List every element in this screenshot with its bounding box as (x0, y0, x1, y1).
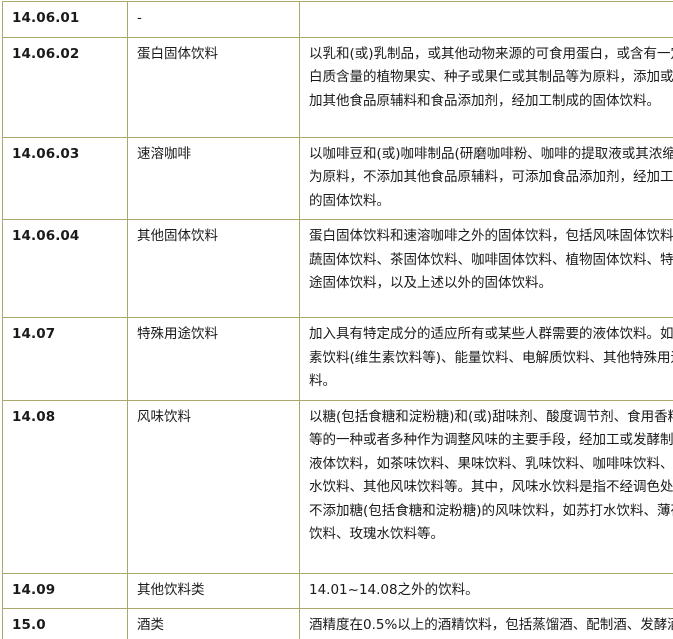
row-name-cell: 其他饮料类 (127, 572, 300, 609)
row-description-cell: 以乳和(或)乳制品，或其他动物来源的可食用蛋白，或含有一定蛋白质含量的植物果实、… (299, 36, 673, 138)
row-code-text: 14.09 (12, 581, 56, 598)
row-name-text: 速溶咖啡 (137, 145, 191, 162)
row-name-cell: 蛋白固体饮料 (127, 36, 300, 138)
row-code-text: 14.07 (12, 326, 56, 342)
row-description-cell (299, 1, 673, 38)
row-description-text: 以糖(包括食糖和淀粉糖)和(或)甜味剂、酸度调节剂、食用香精(料)等的一种或者多… (309, 408, 673, 543)
row-name-text: - (137, 10, 142, 26)
row-name-text: 特殊用途饮料 (137, 326, 218, 342)
row-code-cell: 14.06.02 (2, 36, 128, 138)
row-name-text: 其他固体饮料 (137, 228, 218, 244)
row-code-cell: 14.09 (2, 572, 128, 609)
table-row: 14.06.02 蛋白固体饮料 以乳和(或)乳制品，或其他动物来源的可食用蛋白，… (2, 36, 673, 138)
row-code-cell: 14.06.03 (2, 136, 128, 220)
row-name-cell: 速溶咖啡 (127, 136, 300, 220)
row-code-text: 14.06.02 (12, 45, 80, 62)
row-code-cell: 14.07 (2, 317, 128, 401)
row-description-cell: 以咖啡豆和(或)咖啡制品(研磨咖啡粉、咖啡的提取液或其浓缩液)为原料，不添加其他… (299, 136, 673, 220)
row-name-text: 酒类 (137, 617, 164, 633)
row-description-text: 酒精度在0.5%以上的酒精饮料，包括蒸馏酒、配制酒、发酵酒。 (309, 617, 673, 633)
row-name-cell: - (127, 1, 300, 38)
row-name-cell: 特殊用途饮料 (127, 317, 300, 401)
table-row: 14.06.04 其他固体饮料 蛋白固体饮料和速溶咖啡之外的固体饮料，包括风味固… (2, 219, 673, 318)
table-row: 15.0 酒类 酒精度在0.5%以上的酒精饮料，包括蒸馏酒、配制酒、发酵酒。 (2, 608, 673, 639)
row-code-cell: 14.08 (2, 399, 128, 574)
row-code-text: 14.06.04 (12, 228, 80, 244)
table-row: 14.06.03 速溶咖啡 以咖啡豆和(或)咖啡制品(研磨咖啡粉、咖啡的提取液或… (2, 136, 673, 220)
row-name-cell: 其他固体饮料 (127, 219, 300, 318)
row-description-text: 蛋白固体饮料和速溶咖啡之外的固体饮料，包括风味固体饮料、果蔬固体饮料、茶固体饮料… (309, 228, 673, 291)
row-name-cell: 风味饮料 (127, 399, 300, 574)
table-row: 14.06.01 - (2, 1, 673, 38)
row-code-cell: 15.0 (2, 608, 128, 639)
row-code-cell: 14.06.04 (2, 219, 128, 318)
table-row: 14.07 特殊用途饮料 加入具有特定成分的适应所有或某些人群需要的液体饮料。如… (2, 317, 673, 401)
row-description-cell: 14.01~14.08之外的饮料。 (299, 572, 673, 609)
row-description-text: 以乳和(或)乳制品，或其他动物来源的可食用蛋白，或含有一定蛋白质含量的植物果实、… (309, 45, 673, 109)
row-description-cell: 以糖(包括食糖和淀粉糖)和(或)甜味剂、酸度调节剂、食用香精(料)等的一种或者多… (299, 399, 673, 574)
row-code-cell: 14.06.01 (2, 1, 128, 38)
row-description-cell: 酒精度在0.5%以上的酒精饮料，包括蒸馏酒、配制酒、发酵酒。 (299, 608, 673, 639)
row-code-text: 14.06.01 (12, 10, 80, 26)
row-description-text: 以咖啡豆和(或)咖啡制品(研磨咖啡粉、咖啡的提取液或其浓缩液)为原料，不添加其他… (309, 145, 673, 209)
row-description-text: 14.01~14.08之外的饮料。 (309, 581, 479, 598)
table-row: 14.09 其他饮料类 14.01~14.08之外的饮料。 (2, 572, 673, 609)
row-code-text: 15.0 (12, 617, 46, 633)
row-description-cell: 加入具有特定成分的适应所有或某些人群需要的液体饮料。如营养素饮料(维生素饮料等)… (299, 317, 673, 401)
row-name-cell: 酒类 (127, 608, 300, 639)
row-code-text: 14.06.03 (12, 145, 80, 162)
row-name-text: 蛋白固体饮料 (137, 45, 218, 62)
table-row: 14.08 风味饮料 以糖(包括食糖和淀粉糖)和(或)甜味剂、酸度调节剂、食用香… (2, 399, 673, 574)
row-code-text: 14.08 (12, 408, 56, 425)
row-name-text: 其他饮料类 (137, 581, 205, 598)
row-description-cell: 蛋白固体饮料和速溶咖啡之外的固体饮料，包括风味固体饮料、果蔬固体饮料、茶固体饮料… (299, 219, 673, 318)
row-name-text: 风味饮料 (137, 408, 191, 425)
row-description-text: 加入具有特定成分的适应所有或某些人群需要的液体饮料。如营养素饮料(维生素饮料等)… (309, 326, 673, 389)
